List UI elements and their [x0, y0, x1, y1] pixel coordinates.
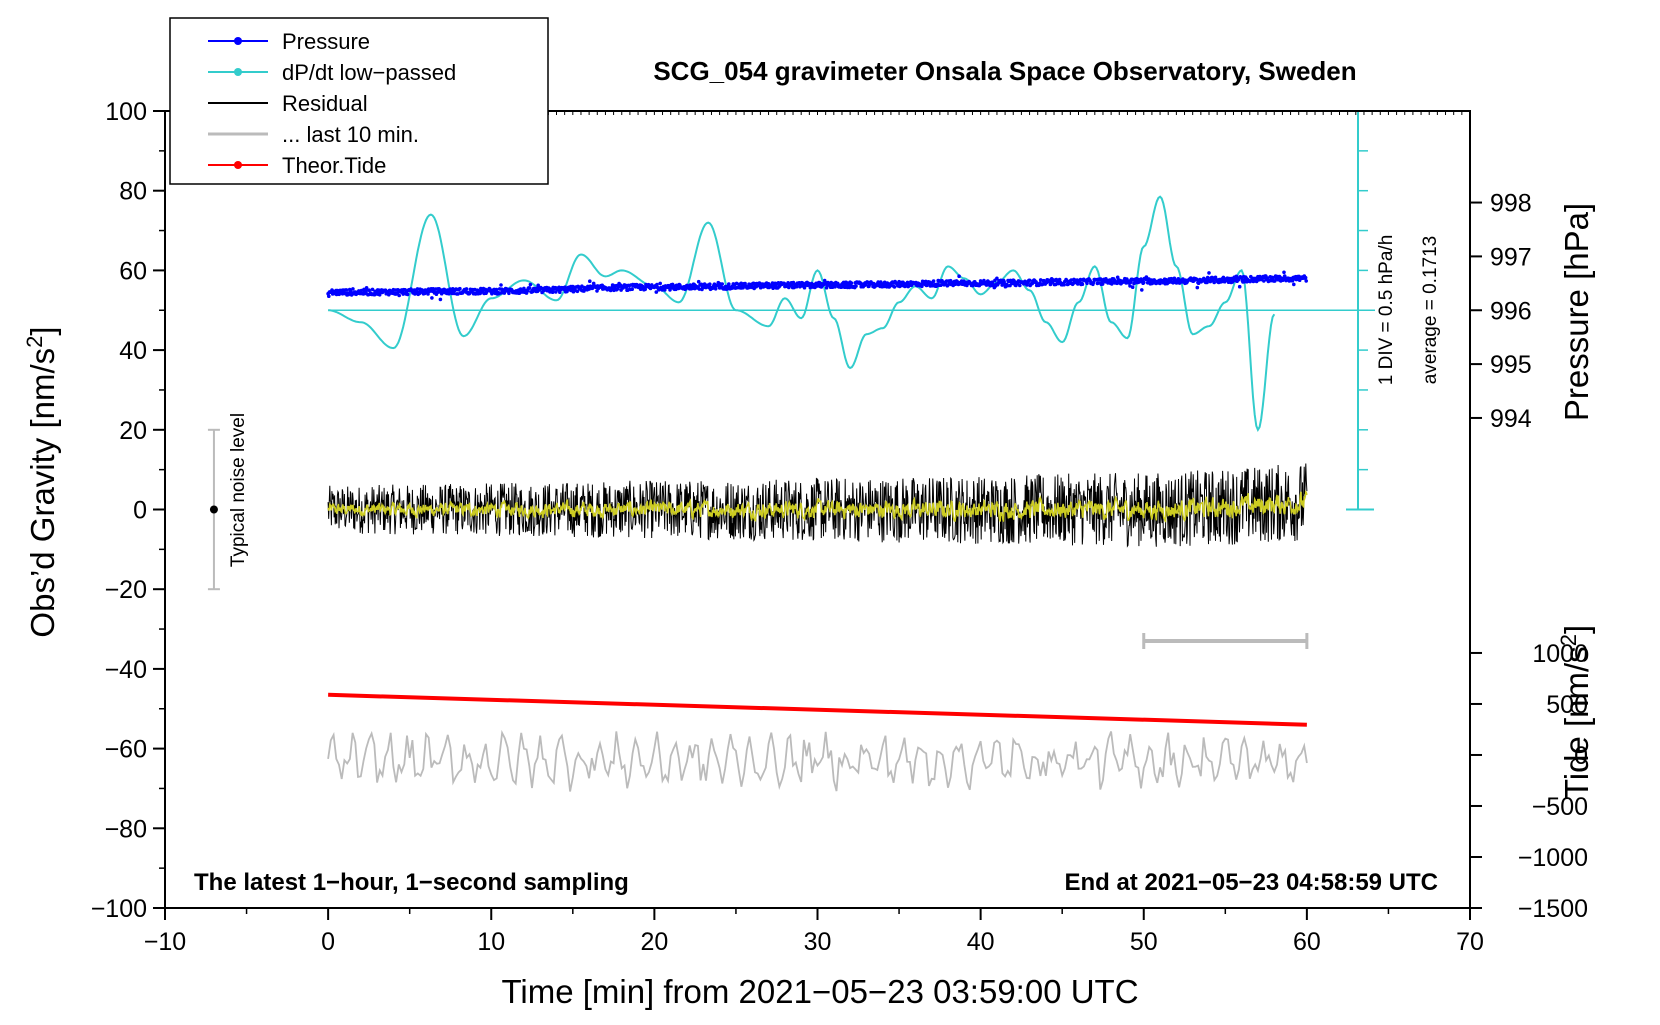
- legend-item: Theor.Tide: [208, 153, 386, 178]
- chart-title: SCG_054 gravimeter Onsala Space Observat…: [653, 56, 1356, 86]
- y-tick-label: 80: [119, 178, 147, 206]
- pressure-tick-label: 997: [1490, 243, 1532, 271]
- legend-item: dP/dt low−passed: [208, 60, 456, 85]
- y-axis-label-tide: Tide [nm/s2]: [1556, 625, 1595, 799]
- tide-tick-label: −1000: [1518, 844, 1588, 872]
- series-residual: [327, 463, 1308, 548]
- legend-item: Pressure: [208, 29, 370, 54]
- tide-tick-label: 500: [1546, 691, 1588, 719]
- pressure-tick-label: 995: [1490, 351, 1532, 379]
- legend-label: dP/dt low−passed: [282, 60, 456, 85]
- y-tick-label: −80: [105, 815, 147, 843]
- y-tick-label: −60: [105, 736, 147, 764]
- pressure-tick-label: 998: [1490, 190, 1532, 218]
- x-tick-label: 20: [640, 928, 668, 956]
- legend-item: ... last 10 min.: [208, 122, 419, 147]
- last-10-min-bar: [1142, 633, 1309, 650]
- pressure-tick-label: 996: [1490, 297, 1532, 325]
- noise-level-label: Typical noise level: [228, 413, 249, 567]
- series-theor-tide: [328, 692, 1307, 727]
- x-tick-label: 0: [321, 928, 335, 956]
- series-residual-smoothed: [327, 490, 1308, 523]
- y-tick-label: 40: [119, 337, 147, 365]
- average-note: average = 0.1713: [1420, 236, 1441, 384]
- tide-tick-label: 0: [1574, 742, 1588, 770]
- legend-item: Residual: [208, 91, 368, 116]
- x-tick-label: 40: [967, 928, 995, 956]
- y-tick-label: 20: [119, 417, 147, 445]
- tide-tick-label: 1000: [1532, 640, 1588, 668]
- x-tick-label: 60: [1293, 928, 1321, 956]
- x-tick-label: 50: [1130, 928, 1158, 956]
- x-tick-label: 10: [477, 928, 505, 956]
- legend-label: ... last 10 min.: [282, 122, 419, 147]
- series-dpdt: [328, 195, 1276, 433]
- y-tick-label: 0: [133, 497, 147, 525]
- series-pressure: [326, 270, 1308, 302]
- pressure-tick-label: 994: [1490, 405, 1532, 433]
- sampling-note: The latest 1−hour, 1−second sampling: [194, 869, 629, 896]
- tide-tick-label: −1500: [1518, 895, 1588, 923]
- scale-division-note: 1 DIV = 0.5 hPa/h: [1376, 235, 1397, 386]
- noise-level-dot: [209, 505, 218, 514]
- noise-level-bar: [207, 428, 220, 591]
- y-tick-label: 100: [105, 98, 147, 126]
- series-last-10-min: [327, 729, 1308, 792]
- x-tick-label: 30: [804, 928, 832, 956]
- x-tick-label: −10: [144, 928, 186, 956]
- y-tick-label: −40: [105, 656, 147, 684]
- y-tick-label: −20: [105, 576, 147, 604]
- legend-label: Theor.Tide: [282, 153, 386, 178]
- legend-label: Residual: [282, 91, 368, 116]
- y-tick-label: 60: [119, 257, 147, 285]
- x-tick-label: 70: [1456, 928, 1484, 956]
- end-time-note: End at 2021−05−23 04:58:59 UTC: [1064, 869, 1438, 896]
- legend-box: [169, 17, 549, 185]
- legend-label: Pressure: [282, 29, 370, 54]
- y-axis-label-pressure: Pressure [hPa]: [1558, 203, 1595, 421]
- y-axis-label-gravity: Obs’d Gravity [nm/s2]: [22, 326, 61, 637]
- y-tick-label: −100: [91, 895, 147, 923]
- x-axis-label: Time [min] from 2021−05−23 03:59:00 UTC: [501, 973, 1138, 1010]
- tide-tick-label: −500: [1532, 793, 1588, 821]
